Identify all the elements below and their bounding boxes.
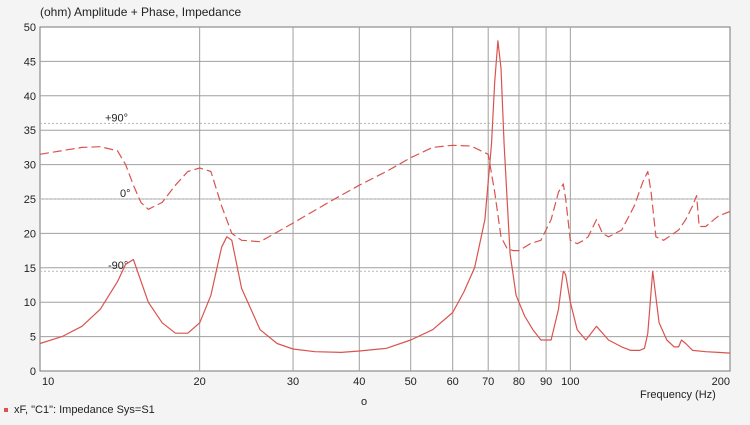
x-axis-label: Frequency (Hz) <box>640 389 716 401</box>
y-tick-label: 5 <box>30 332 36 344</box>
impedance-curve <box>39 40 731 354</box>
y-tick-label: 10 <box>24 297 36 309</box>
x-tick-label: 90 <box>540 376 552 388</box>
y-tick-label: 25 <box>24 194 36 206</box>
x-tick-label: 30 <box>287 376 299 388</box>
y-tick-label: 30 <box>24 160 36 172</box>
phase-label: 0° <box>120 188 131 200</box>
grid-lines <box>40 27 730 371</box>
legend-label: xF, "C1": Impedance Sys=S1 <box>14 404 155 416</box>
x-tick-label: 100 <box>561 376 579 388</box>
legend: xF, "C1": Impedance Sys=S1 <box>4 404 155 416</box>
x-tick-label: 50 <box>405 376 417 388</box>
y-tick-label: 20 <box>24 228 36 240</box>
x-tick-label: 80 <box>513 376 525 388</box>
y-tick-label: 50 <box>24 22 36 34</box>
x-tick-label: 60 <box>447 376 459 388</box>
x-axis-footnote: o <box>361 396 367 408</box>
x-tick-label: 10 <box>42 376 54 388</box>
y-tick-label: 15 <box>24 263 36 275</box>
legend-swatch <box>4 408 8 412</box>
chart-title: (ohm) Amplitude + Phase, Impedance <box>40 5 241 19</box>
y-tick-label: 35 <box>24 125 36 137</box>
curves <box>39 40 731 354</box>
x-tick-label: 40 <box>353 376 365 388</box>
x-tick-label: 200 <box>712 376 730 388</box>
x-axis-ticks: 10 20 30 40 50 60 70 80 90 100 200 <box>42 376 730 388</box>
phase-curve <box>39 144 731 252</box>
y-axis-ticks: 0 5 10 15 20 25 30 35 40 45 50 <box>24 22 36 378</box>
x-tick-label: 70 <box>482 376 494 388</box>
y-tick-label: 0 <box>30 366 36 378</box>
phase-label: +90° <box>105 112 128 124</box>
y-tick-label: 45 <box>24 56 36 68</box>
y-tick-label: 40 <box>24 91 36 103</box>
x-tick-label: 20 <box>194 376 206 388</box>
